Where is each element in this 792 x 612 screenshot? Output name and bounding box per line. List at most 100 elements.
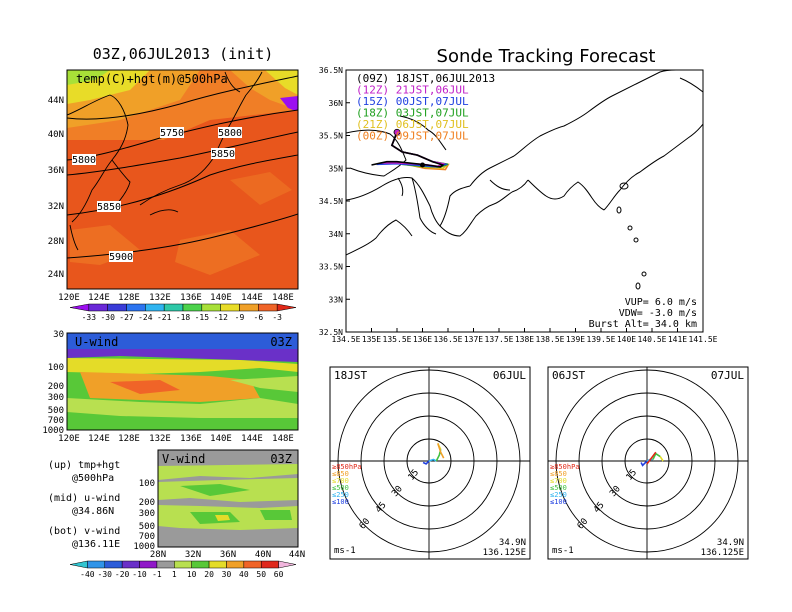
hodograph-line: [652, 452, 661, 460]
hodograph-line: [437, 443, 445, 459]
lat-tick: 32N: [185, 550, 201, 560]
colorbar-label: -20: [115, 570, 130, 579]
colorbar-swatch: [220, 303, 240, 312]
colorbar-label: 30: [222, 570, 232, 579]
p-tick: 300: [139, 509, 155, 519]
lat-tick: 36.5N: [319, 66, 343, 75]
legend-mid-level: @34.86N: [72, 506, 114, 517]
left-map-lat-ticks: 24N 28N 32N 36N 40N 44N: [48, 96, 64, 280]
legend-up: (up) tmp+hgt: [48, 460, 120, 471]
lat-tick: 36N: [220, 550, 236, 560]
left-map-title: 03Z,06JUL2013 (init): [93, 45, 274, 63]
colorbar-swatch: [156, 560, 175, 569]
level-legend-item: ≤100: [550, 498, 567, 506]
lon-tick: 136E: [413, 335, 432, 344]
lon-tick: 140E: [210, 434, 232, 444]
lon-tick: 132E: [149, 434, 171, 444]
contour-label: 5750: [160, 128, 184, 139]
colorbar-label: -24: [138, 313, 153, 322]
contour-label: 5900: [109, 252, 133, 263]
colorbar-swatch: [121, 560, 140, 569]
p-tick: 700: [48, 416, 64, 426]
lon-tick: 141.5E: [689, 335, 718, 344]
colorbar-swatch: [201, 303, 221, 312]
temperature-map-frame: [66, 69, 299, 290]
track-line: [371, 131, 445, 168]
launch-point: [393, 128, 401, 136]
colorbar-swatch: [145, 303, 165, 312]
v-wind-panel: [158, 450, 298, 547]
colorbar-label: 20: [204, 570, 214, 579]
lat-tick: 33.5N: [319, 263, 343, 272]
lon-tick: 144E: [241, 434, 263, 444]
lon-tick: 140.5E: [638, 335, 667, 344]
lon-tick: 140E: [210, 293, 232, 303]
lon-tick: 141E: [668, 335, 687, 344]
hodograph-line: [640, 460, 648, 467]
lon-tick: 124E: [88, 293, 110, 303]
v-wind-frame: [157, 449, 299, 548]
colorbar-swatch: [87, 560, 106, 569]
colorbar-label: -30: [100, 313, 115, 322]
colorbar-swatch: [88, 303, 108, 312]
level-legend-item: ≤850: [332, 470, 349, 478]
u-wind-panel: [67, 333, 298, 430]
colorbar-swatch: [69, 303, 90, 312]
level-legend-item: ≤700: [332, 477, 349, 485]
u-wind-time: 03Z: [270, 335, 292, 349]
p-tick: 100: [48, 363, 64, 373]
v-wind-lat-ticks: 28N 32N 36N 40N 44N: [150, 550, 305, 560]
lon-tick: 136E: [180, 293, 202, 303]
p-tick: 200: [139, 498, 155, 508]
hodograph-lon: 136.125E: [483, 548, 526, 558]
p-tick: 500: [139, 522, 155, 532]
colorbar-swatch: [69, 560, 88, 569]
lat-tick: 36N: [48, 166, 64, 176]
u-wind-p-ticks: 30 100 200 300 500 700 1000: [42, 330, 64, 436]
lon-tick: 135.5E: [383, 335, 412, 344]
colorbar-swatch: [208, 560, 227, 569]
lat-tick: 40N: [255, 550, 271, 560]
hodograph-unit: ms-1: [552, 546, 574, 556]
colorbar-swatch: [243, 560, 262, 569]
legend-bot: (bot) v-wind: [48, 526, 120, 537]
contour-label: 5850: [211, 149, 235, 160]
temperature-colorbar: -33 -30 -27 -24 -21 -18 -15 -12 -9 -6 -3: [69, 303, 297, 322]
contour-label: 5800: [218, 128, 242, 139]
colorbar-label: -27: [119, 313, 134, 322]
panel-legend: (up) tmp+hgt @500hPa (mid) u-wind @34.86…: [48, 460, 120, 550]
level-legend-item: ≤250: [550, 491, 567, 499]
colorbar-label: -9: [235, 313, 245, 322]
lon-tick: 134.5E: [332, 335, 361, 344]
colorbar-label: 60: [274, 570, 284, 579]
legend-up-level: @500hPa: [72, 473, 114, 484]
v-wind-p-ticks: 100 200 300 500 700 1000: [133, 479, 155, 552]
vup-label: VUP= 6.0 m/s: [625, 297, 697, 308]
lat-tick: 34.5N: [319, 197, 343, 206]
hodograph-date: 06JUL: [493, 369, 526, 382]
lon-tick: 136E: [180, 434, 202, 444]
p-tick: 1000: [42, 426, 64, 436]
colorbar-swatch: [104, 560, 123, 569]
lon-tick: 148E: [272, 434, 294, 444]
burst-alt-label: Burst Alt= 34.0 km: [589, 319, 697, 330]
lon-tick: 120E: [58, 434, 80, 444]
p-tick: 700: [139, 532, 155, 542]
lat-tick: 33N: [329, 295, 344, 304]
colorbar-swatch: [107, 303, 127, 312]
lon-tick: 144E: [241, 293, 263, 303]
contour-label: 5850: [97, 202, 121, 213]
colorbar-swatch: [239, 303, 259, 312]
colorbar-swatch: [258, 303, 278, 312]
lon-tick: 138.5E: [536, 335, 565, 344]
colorbar-swatch: [260, 560, 279, 569]
hodograph-time: 18JST: [334, 369, 367, 382]
hodograph-lat: 34.9N: [499, 538, 526, 548]
hodograph-line: [659, 456, 664, 462]
u-wind-title: U-wind: [75, 335, 118, 349]
track-legend-item: (21Z) 06JST,07JUL: [356, 118, 469, 131]
p-tick: 1000: [133, 542, 155, 552]
track-legend-item: (00Z) 09JST,07JUL: [356, 130, 469, 143]
